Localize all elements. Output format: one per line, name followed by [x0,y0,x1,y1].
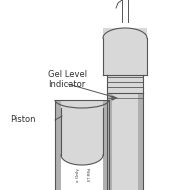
Bar [61,108,103,190]
Bar [138,93,143,190]
Text: Piston: Piston [10,116,36,124]
Bar [107,75,143,93]
Text: Gel Level
Indicator: Gel Level Indicator [48,70,87,89]
Bar [103,28,147,75]
Polygon shape [61,155,103,165]
Polygon shape [103,28,147,38]
Text: ET MRd: ET MRd [88,168,92,181]
Bar [61,108,103,155]
Bar [103,100,109,190]
Bar [55,100,61,190]
Bar [107,93,143,190]
Text: x Only: x Only [76,168,80,182]
Bar [55,100,109,190]
Bar [107,93,112,190]
Polygon shape [112,96,116,100]
